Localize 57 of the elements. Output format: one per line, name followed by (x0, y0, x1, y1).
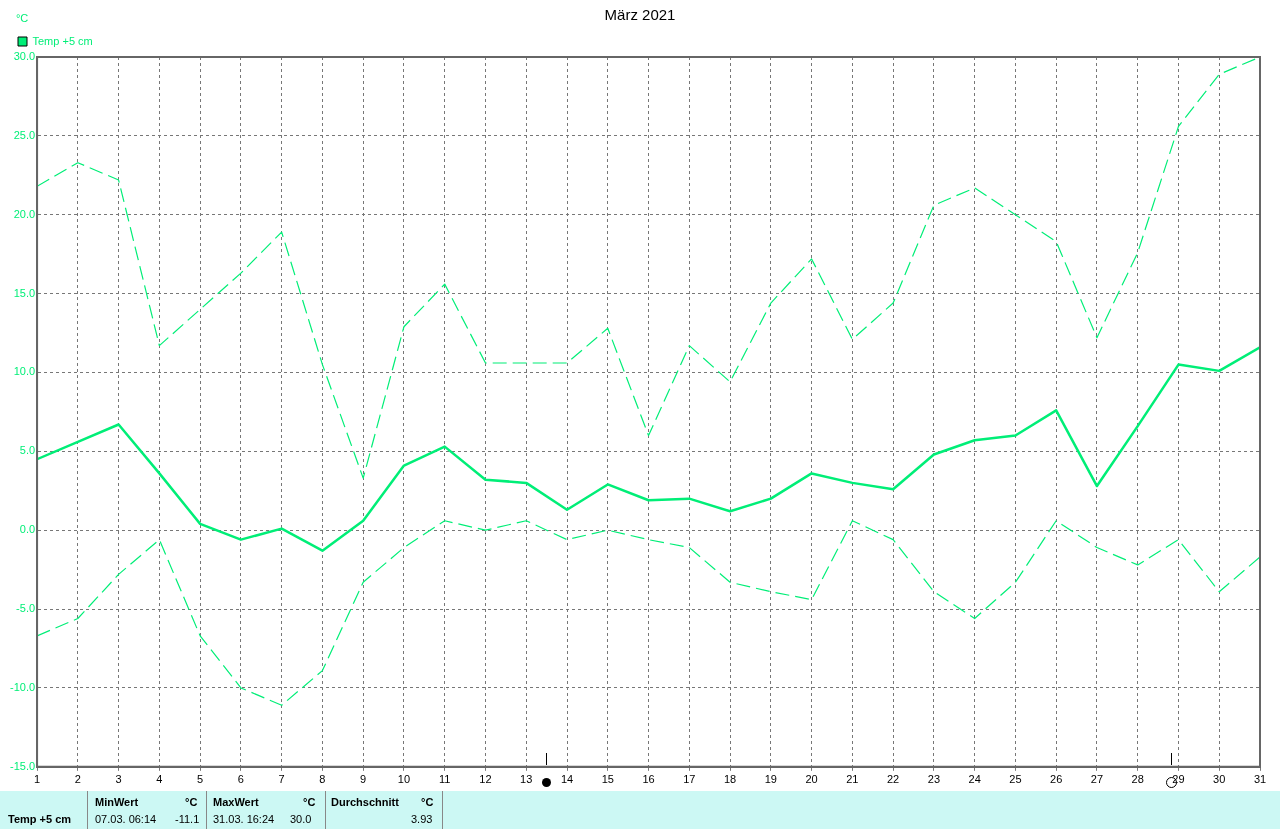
y-tick-label: -10.0 (9, 680, 36, 693)
x-tick-label: 12 (479, 773, 492, 786)
x-tick-label: 27 (1090, 773, 1104, 786)
x-tick-label: 4 (156, 773, 163, 786)
y-tick-label: 10.0 (13, 365, 36, 378)
y-axis-title: °C (15, 11, 29, 24)
x-tick-label: 21 (846, 773, 859, 786)
x-tick-label: 13 (520, 773, 533, 786)
text: MaxWert (213, 796, 259, 808)
x-tick-label: 20 (805, 773, 818, 786)
x-tick-label: 18 (723, 773, 737, 786)
x-tick-label: 7 (278, 773, 285, 786)
text: -11.1 (175, 813, 200, 825)
y-tick-label: 0.0 (19, 523, 36, 536)
x-tick-label: 2 (74, 773, 81, 786)
x-tick-label: 29 (1172, 773, 1185, 786)
y-tick-label: -15.0 (9, 759, 36, 772)
y-tick-label: 25.0 (13, 128, 36, 141)
x-tick-label: 5 (197, 773, 204, 786)
x-tick-label: 30 (1213, 773, 1226, 786)
text: Temp +5 cm (8, 813, 72, 825)
text: 31.03. 16:24 (213, 813, 275, 825)
legend-label: Temp +5 cm (32, 34, 93, 47)
x-tick-label: 9 (360, 773, 367, 786)
line-series (37, 520, 1260, 706)
x-tick-label: 19 (764, 773, 777, 786)
x-tick-label: 10 (397, 773, 411, 786)
chart-title: März 2021 (604, 6, 676, 23)
x-tick-label: 8 (319, 773, 326, 786)
x-tick-label: 25 (1009, 773, 1022, 786)
x-tick-label: 1 (34, 773, 41, 786)
y-tick-label: 5.0 (19, 444, 36, 457)
text: °C (185, 796, 198, 808)
x-tick-label: 28 (1131, 773, 1144, 786)
text: °C (421, 796, 434, 808)
x-tick-label: 11 (439, 773, 451, 786)
text: 3.93 (411, 813, 433, 825)
x-tick-label: 6 (237, 773, 244, 786)
x-tick-label: 31 (1253, 773, 1267, 786)
text: 07.03. 06:14 (95, 813, 157, 825)
y-tick-label: -5.0 (16, 602, 36, 615)
text: 30.0 (290, 813, 312, 825)
x-tick-label: 15 (601, 773, 614, 786)
x-tick-label: 24 (968, 773, 981, 786)
x-tick-label: 3 (115, 773, 122, 786)
text: MinWert (95, 796, 139, 808)
y-tick-label: 15.0 (13, 286, 36, 299)
y-tick-label: 30.0 (13, 50, 36, 63)
x-tick-label: 14 (560, 773, 574, 786)
text: °C (303, 796, 316, 808)
x-tick-label: 23 (927, 773, 941, 786)
y-tick-label: 20.0 (13, 207, 36, 220)
x-tick-label: 22 (887, 773, 900, 786)
x-tick-label: 26 (1050, 773, 1063, 786)
text: Durchschnitt (331, 796, 399, 808)
x-tick-label: 17 (683, 773, 696, 786)
x-tick-label: 16 (642, 773, 655, 786)
